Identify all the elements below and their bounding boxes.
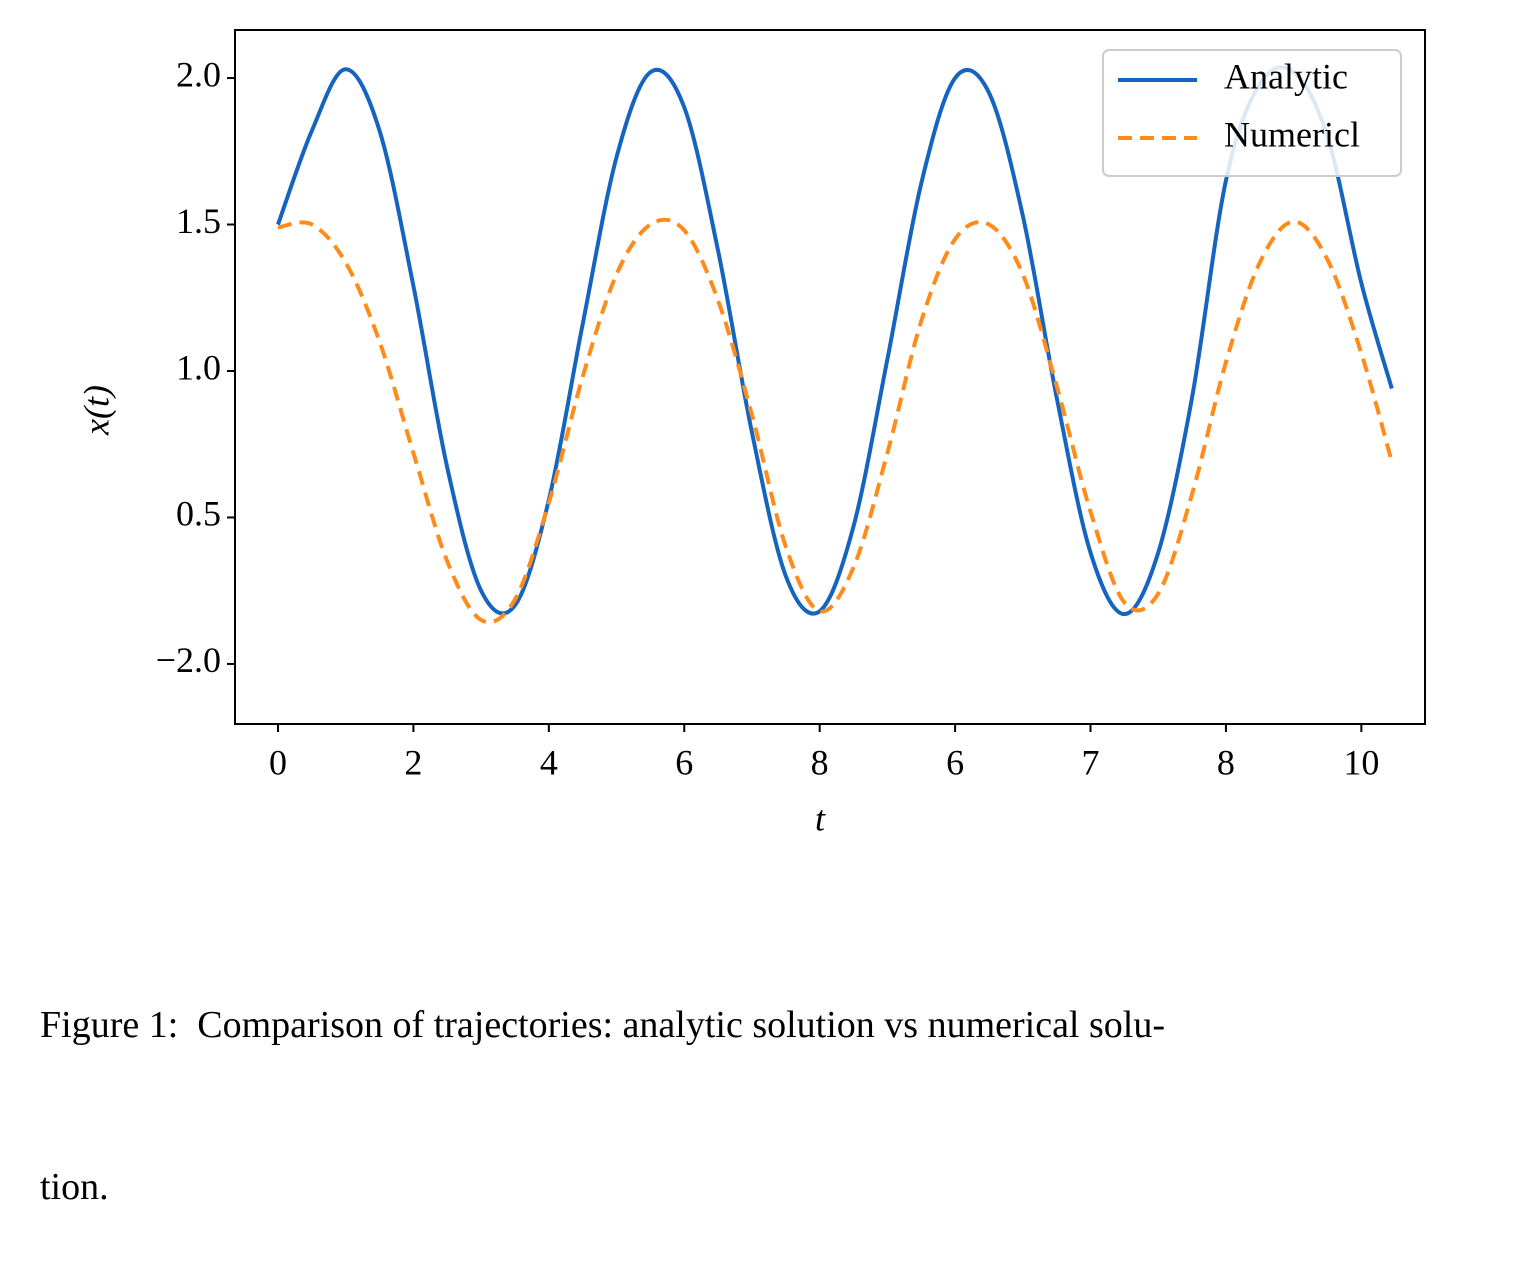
x-axis-label: t (815, 798, 826, 838)
x-tick-label: 2 (404, 742, 422, 782)
legend-label: Numericl (1224, 114, 1360, 154)
y-tick-label: 0.5 (176, 494, 221, 534)
x-tick-label: 10 (1343, 742, 1379, 782)
caption-line: tion. (40, 1166, 109, 1208)
caption: Figure 1: Comparison of trajectories: an… (40, 890, 1165, 1268)
y-tick-label: 1.0 (176, 347, 221, 387)
y-tick-label: −2.0 (156, 640, 221, 680)
chart: t x(t) 2.0 1.5 1.0 0.5 −2.0 0 2 4 6 8 6 7 8 10 Analyti… (76, 29, 1426, 838)
x-tick-label: 6 (675, 742, 693, 782)
x-tick-label: 0 (269, 742, 287, 782)
x-tick-label: 8 (811, 742, 829, 782)
y-tick-label: 2.0 (176, 54, 221, 94)
x-tick-label: 4 (540, 742, 558, 782)
line-series (277, 217, 1394, 625)
x-tick-label: 6 (946, 742, 964, 782)
page: t x(t) 2.0 1.5 1.0 0.5 −2.0 0 2 4 6 8 6 7 8 10 Analyti… (40, 29, 1426, 1208)
y-axis-label: x(t) (76, 385, 116, 436)
plot-frame (234, 29, 1426, 725)
line-series (276, 65, 1394, 617)
x-tick-label: 7 (1082, 742, 1100, 782)
caption-line: Figure 1: Comparison of trajectories: an… (40, 1004, 1165, 1046)
legend-label: Analytic (1224, 56, 1348, 96)
y-tick-label: 1.5 (176, 201, 221, 241)
x-tick-label: 8 (1217, 742, 1235, 782)
